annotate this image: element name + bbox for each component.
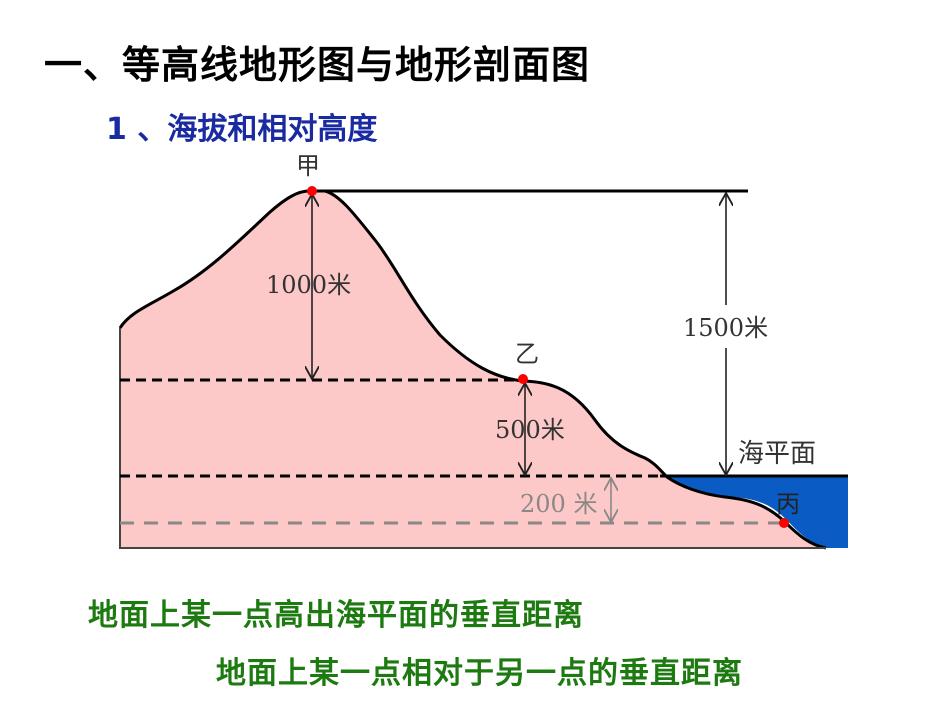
label-jia: 甲 bbox=[296, 152, 320, 180]
point-yi bbox=[518, 374, 528, 384]
label-yi: 乙 bbox=[515, 340, 539, 368]
label-200m: 200 米 bbox=[520, 490, 597, 518]
label-sea-level: 海平面 bbox=[738, 439, 816, 469]
point-bing bbox=[779, 518, 789, 528]
label-1500m: 1500米 bbox=[683, 314, 768, 342]
label-500m: 500米 bbox=[495, 416, 565, 444]
point-jia bbox=[307, 186, 317, 196]
section-subtitle: 1 、海拔和相对高度 bbox=[106, 112, 378, 147]
label-1000m: 1000米 bbox=[266, 271, 351, 299]
altitude-definition: 地面上某一点高出海平面的垂直距离 bbox=[88, 598, 584, 633]
profile-frame bbox=[119, 328, 826, 549]
land-area bbox=[120, 190, 826, 548]
page-title: 一、等高线地形图与地形剖面图 bbox=[44, 43, 591, 87]
label-bing: 丙 bbox=[776, 490, 800, 518]
relative-height-definition: 地面上某一点相对于另一点的垂直距离 bbox=[216, 656, 743, 691]
terrain-outline bbox=[118, 189, 827, 550]
